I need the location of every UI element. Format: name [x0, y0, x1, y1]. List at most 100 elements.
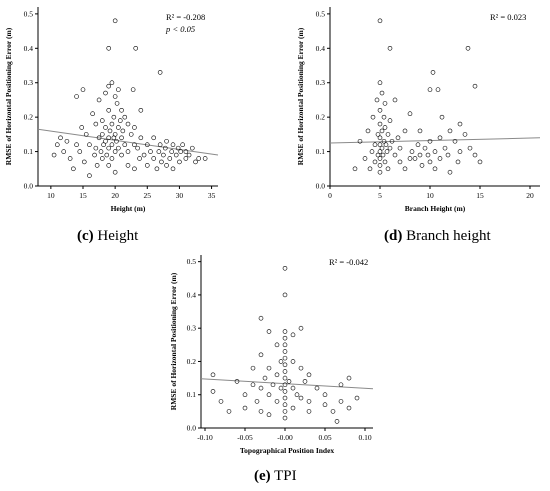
y-tick-label: 0.5	[316, 9, 326, 18]
data-point	[437, 156, 443, 161]
data-point	[298, 365, 304, 371]
data-point	[144, 163, 150, 168]
data-point	[58, 135, 63, 141]
y-tick-label: 0.3	[187, 324, 197, 333]
data-point	[375, 152, 381, 158]
data-point	[430, 70, 436, 75]
data-point	[467, 145, 473, 151]
data-point	[384, 149, 390, 154]
data-point	[111, 114, 117, 120]
data-point	[87, 142, 92, 147]
data-point	[151, 156, 157, 161]
y-tick-label: 0.1	[187, 390, 197, 399]
caption-letter: (d)	[384, 228, 403, 244]
stat-annotation: R² = 0.023	[490, 12, 526, 22]
x-tick-label: -0.00	[277, 433, 293, 442]
data-point	[379, 145, 385, 151]
caption-letter: (c)	[77, 228, 94, 244]
data-point	[258, 315, 264, 321]
data-point	[157, 70, 163, 75]
data-point	[116, 145, 121, 151]
stat-annotation: R² = -0.042	[329, 257, 368, 267]
stat-annotation: R² = -0.208	[166, 12, 205, 22]
data-point	[314, 385, 320, 391]
data-point	[369, 149, 375, 154]
data-point	[106, 163, 112, 168]
data-point	[397, 145, 403, 151]
data-point	[122, 142, 128, 147]
data-point	[144, 142, 150, 147]
data-point	[392, 152, 398, 158]
data-point	[109, 156, 115, 161]
data-point	[234, 379, 240, 384]
data-point	[250, 365, 256, 371]
data-point	[334, 419, 340, 424]
data-point	[120, 128, 126, 134]
data-point	[445, 152, 451, 158]
data-point	[338, 382, 344, 388]
data-point	[183, 156, 189, 161]
data-point	[402, 166, 408, 172]
data-point	[254, 399, 260, 404]
data-point	[159, 159, 164, 165]
data-point	[101, 142, 106, 147]
data-point	[170, 166, 176, 172]
data-point	[103, 138, 108, 144]
data-point	[138, 135, 144, 141]
data-point	[148, 149, 153, 154]
data-point	[125, 121, 131, 127]
data-point	[92, 152, 97, 158]
data-point	[79, 125, 85, 130]
data-point	[132, 142, 137, 147]
data-point	[377, 163, 383, 168]
data-point	[258, 385, 264, 391]
caption-tpi: (e) TPI	[254, 468, 297, 485]
data-point	[306, 399, 312, 404]
data-point	[242, 405, 248, 411]
data-point	[218, 399, 224, 404]
data-point	[465, 46, 471, 51]
data-point	[104, 152, 110, 158]
data-point	[290, 359, 296, 364]
data-point	[382, 101, 388, 106]
data-point	[322, 402, 328, 408]
tpi-scatter-plot: -0.10 -0.05 -0.00 0.05 0.10 0.0 0.1 0.2 0.3 0.4 0.…	[169, 255, 374, 455]
data-point	[375, 132, 381, 137]
data-point	[71, 166, 76, 172]
data-point	[210, 372, 216, 378]
data-point	[173, 152, 179, 158]
x-tick-label: 20	[111, 191, 119, 200]
y-axis-label: RMSE of Horizontal Positioning Error (m)	[4, 27, 13, 165]
x-tick-label: -0.05	[237, 433, 253, 442]
regression-line	[329, 137, 541, 144]
data-point	[385, 166, 391, 172]
y-tick-label: 0.2	[24, 113, 34, 122]
data-point	[83, 132, 89, 137]
data-point	[186, 152, 192, 158]
caption-branch-height: (d) Branch height	[384, 228, 491, 245]
data-point	[109, 80, 115, 86]
data-point	[282, 402, 288, 408]
data-point	[242, 392, 248, 398]
y-tick-label: 0.1	[24, 147, 34, 156]
data-point	[377, 121, 383, 127]
data-point	[412, 156, 418, 161]
data-point	[306, 409, 312, 414]
data-point	[112, 94, 118, 99]
height-scatter-plot: 10 15 20 25 30 35 0.0 0.1 0.2 0.3 0.4 0.5 Height (m)…	[4, 7, 219, 213]
data-point	[132, 166, 137, 172]
data-point	[81, 159, 87, 165]
data-point	[125, 163, 131, 168]
y-tick-label: 0.4	[187, 290, 197, 299]
data-point	[262, 375, 268, 381]
data-point	[278, 385, 284, 391]
data-point	[377, 80, 383, 86]
y-tick-label: 0.5	[187, 257, 197, 266]
data-point	[274, 342, 280, 348]
data-point	[169, 149, 175, 154]
data-point	[138, 107, 144, 113]
data-point	[346, 405, 352, 411]
data-point	[377, 169, 383, 175]
data-point	[114, 101, 120, 106]
data-point	[286, 379, 292, 384]
